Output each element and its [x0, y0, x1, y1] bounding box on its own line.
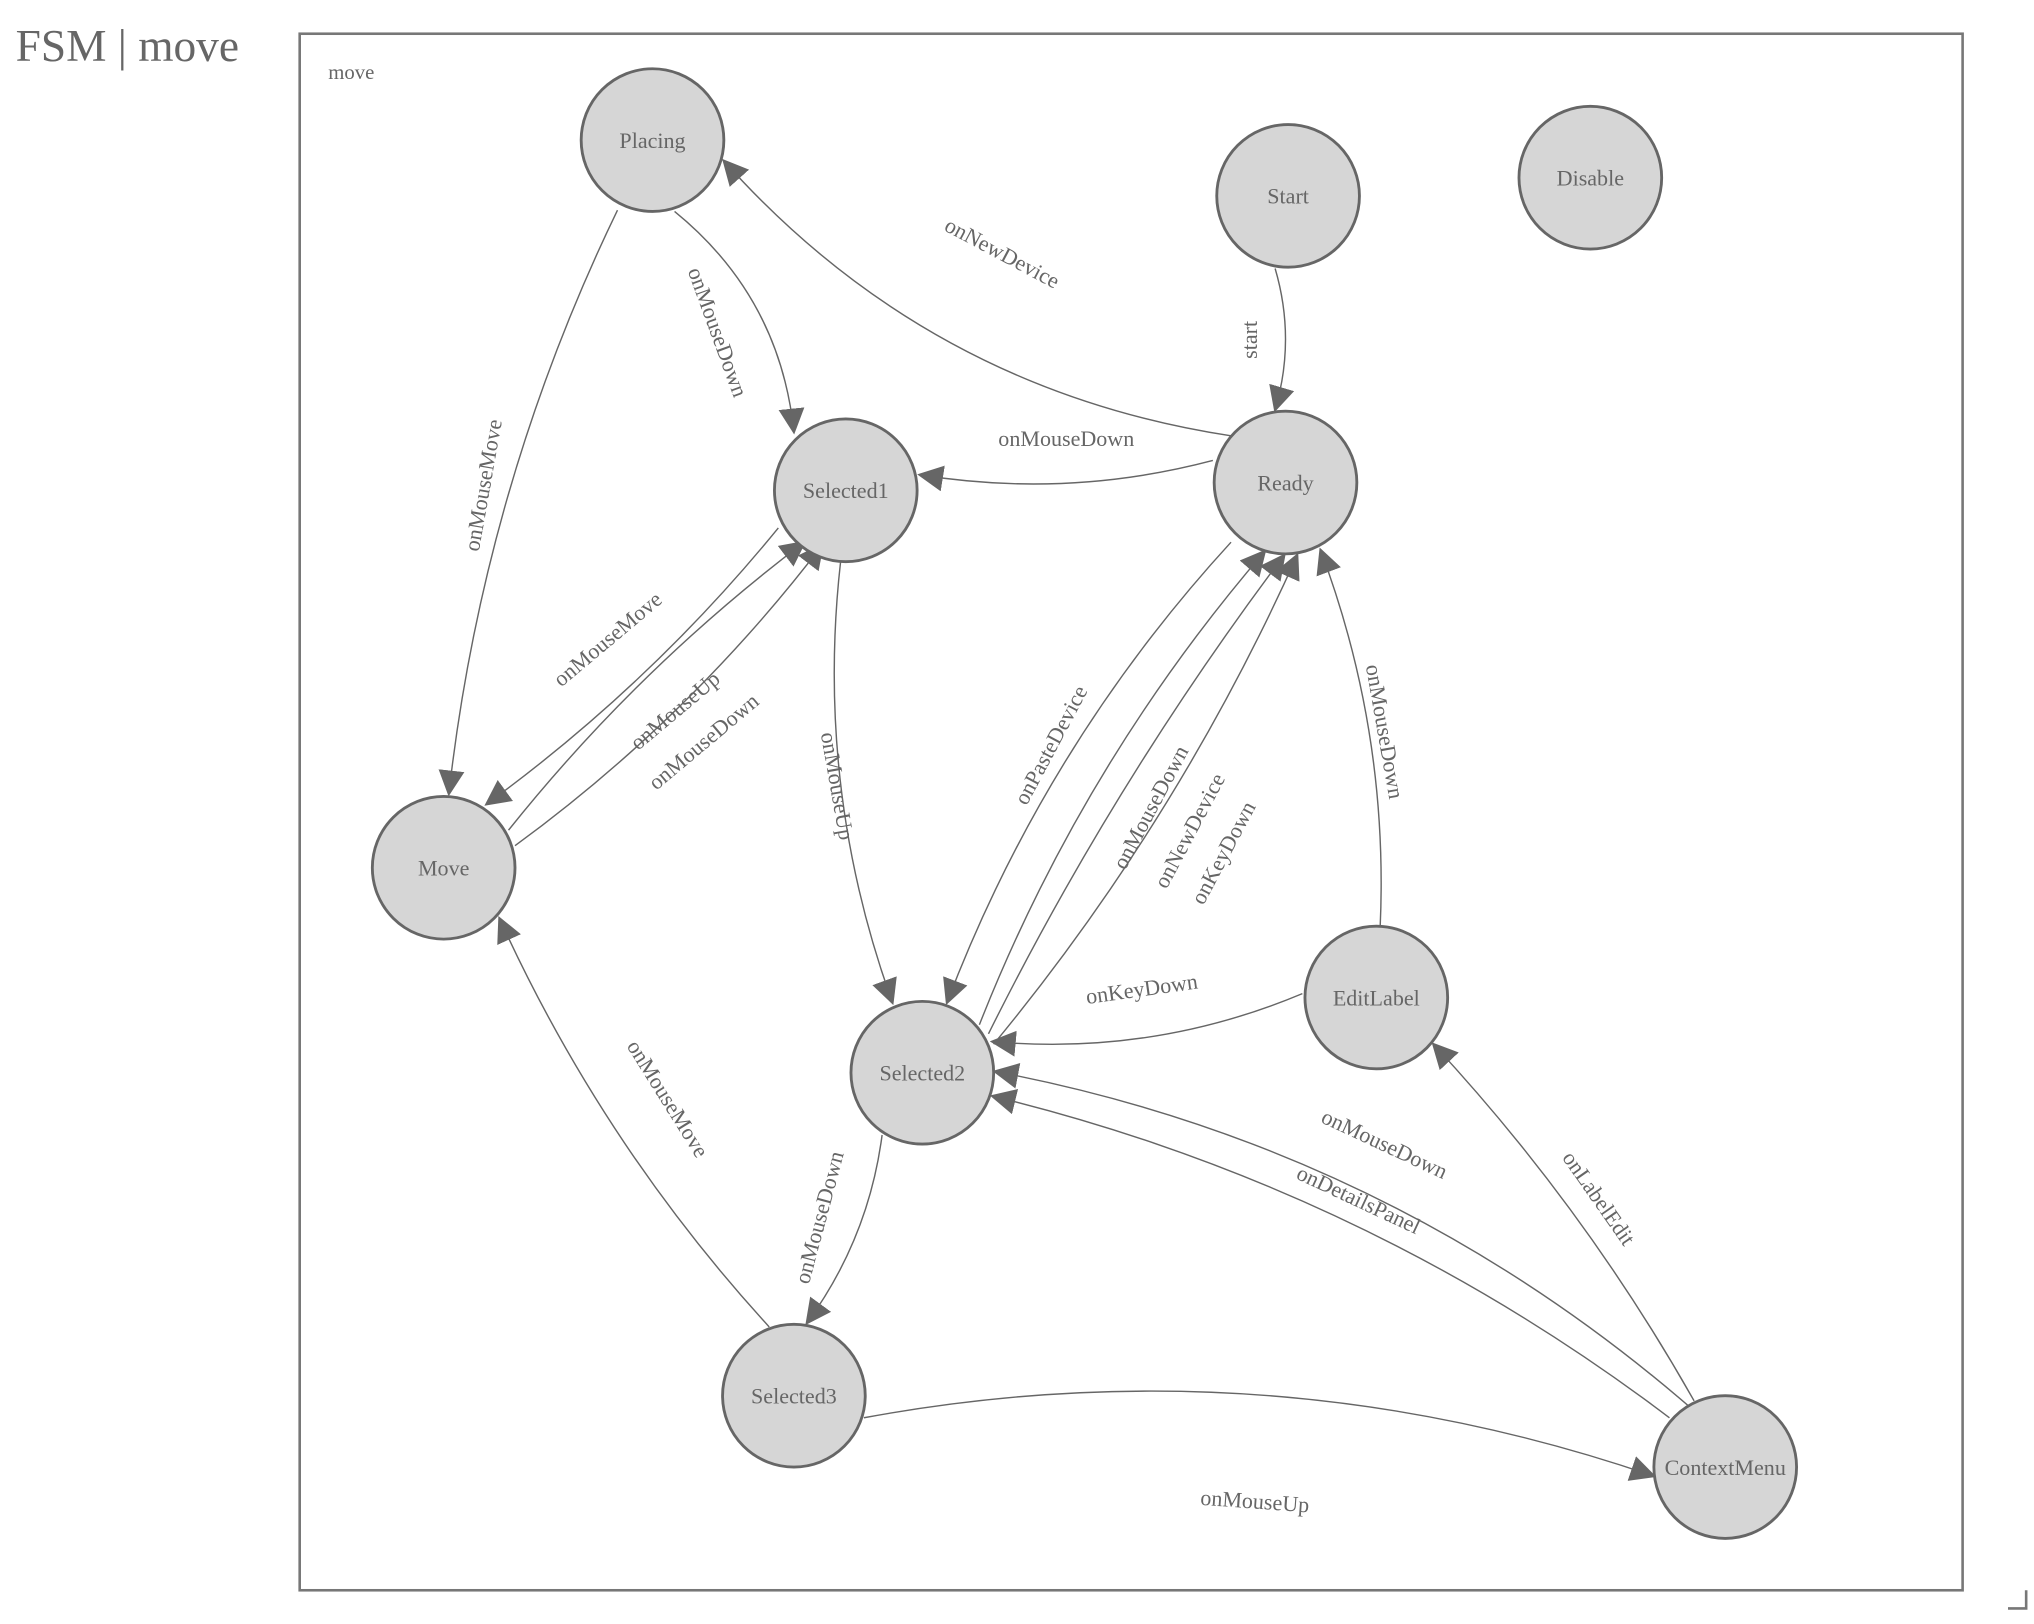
edge-selected1-move: onMouseMove — [484, 527, 779, 806]
edge-label: onKeyDown — [1084, 969, 1199, 1009]
state-selected1[interactable]: Selected1 — [773, 417, 919, 564]
state-circle — [1517, 104, 1664, 251]
edge-line — [989, 1088, 1670, 1419]
state-selected2[interactable]: Selected2 — [849, 999, 996, 1146]
state-label: ContextMenu — [1665, 1455, 1786, 1480]
edge-label: onMouseDown — [789, 1148, 848, 1286]
edge-contextmenu-selected2: onMouseDown — [992, 1063, 1691, 1408]
group-label: move — [328, 62, 374, 84]
edge-label: onMouseMove — [622, 1035, 714, 1162]
edge-label: onMouseUp — [816, 730, 860, 842]
edge-line — [674, 210, 805, 435]
edge-line — [722, 158, 1232, 437]
page-title: FSM | move — [16, 21, 239, 71]
edge-line — [987, 553, 1286, 1035]
edge-ready-placing: onNewDevice — [722, 158, 1232, 437]
edge-ready-selected2: onPasteDevice — [943, 541, 1232, 1006]
edge-line — [943, 541, 1232, 1006]
state-circle — [773, 417, 919, 564]
state-label: Ready — [1257, 470, 1313, 495]
edge-label: onMouseDown — [1318, 1104, 1452, 1184]
edge-line — [438, 209, 619, 797]
edge-line — [1316, 547, 1382, 927]
edge-contextmenu-editlabel: onLabelEdit — [1431, 1042, 1695, 1402]
state-label: Placing — [619, 128, 685, 153]
edge-line — [989, 992, 1303, 1057]
state-circle — [849, 999, 996, 1146]
edge-placing-selected1: onMouseDown — [674, 210, 805, 435]
state-label: Selected2 — [879, 1061, 965, 1086]
edge-line — [805, 1134, 883, 1326]
edge-line — [507, 540, 807, 831]
state-circle — [721, 1322, 867, 1469]
state-placing[interactable]: Placing — [579, 67, 726, 213]
edge-editlabel-ready: onMouseDown — [1316, 547, 1409, 927]
edge-selected3-move: onMouseMove — [497, 916, 770, 1328]
edge-line — [917, 459, 1214, 492]
edge-label: onMouseUp — [1200, 1485, 1310, 1518]
edge-line — [484, 527, 779, 806]
edge-line — [1431, 1042, 1695, 1402]
state-circle — [1215, 123, 1361, 269]
edge-label: onMouseDown — [998, 426, 1134, 451]
state-editlabel[interactable]: EditLabel — [1303, 924, 1450, 1071]
edge-contextmenu-selected2: onDetailsPanel — [989, 1088, 1670, 1419]
edge-label: onPasteDevice — [1009, 681, 1093, 809]
state-circle — [1303, 924, 1450, 1071]
state-selected3[interactable]: Selected3 — [721, 1322, 867, 1469]
edge-placing-move: onMouseMove — [438, 209, 619, 797]
state-label: EditLabel — [1333, 985, 1420, 1010]
edge-start-ready: start — [1237, 268, 1295, 413]
edge-ready-selected1: onMouseDown — [917, 426, 1214, 492]
state-move[interactable]: Move — [370, 795, 517, 941]
state-label: Start — [1267, 184, 1309, 209]
state-contextmenu[interactable]: ContextMenu — [1652, 1394, 1798, 1540]
edge-editlabel-selected2: onKeyDown — [989, 969, 1303, 1057]
group-frame — [298, 32, 1964, 1592]
state-label: Selected3 — [751, 1383, 837, 1408]
state-start[interactable]: Start — [1215, 123, 1361, 269]
edge-line — [992, 1063, 1691, 1408]
edge-move-selected1: onMouseDown — [514, 542, 825, 847]
resize-handle[interactable] — [2008, 1590, 2028, 1610]
edge-selected3-contextmenu: onMouseUp — [863, 1390, 1657, 1518]
state-label: Disable — [1557, 165, 1625, 190]
edge-line — [863, 1390, 1657, 1481]
state-label: Move — [418, 856, 470, 881]
edge-label: onMouseMove — [459, 417, 507, 553]
edge-selected1-selected2: onMouseUp — [816, 561, 897, 1006]
state-label: Selected1 — [803, 478, 889, 503]
state-circle — [370, 795, 517, 941]
edge-label: onLabelEdit — [1558, 1146, 1641, 1250]
state-circle — [579, 67, 726, 213]
edge-line — [497, 916, 770, 1328]
state-disable[interactable]: Disable — [1517, 104, 1664, 251]
edge-line — [978, 549, 1267, 1025]
edge-label: start — [1237, 321, 1262, 359]
state-circle — [1652, 1394, 1798, 1540]
edge-line — [514, 542, 825, 847]
edge-line — [833, 561, 897, 1006]
edge-line — [993, 552, 1300, 1045]
state-circle — [1212, 409, 1359, 556]
state-ready[interactable]: Ready — [1212, 409, 1359, 556]
edge-line — [1269, 268, 1295, 413]
edge-label: onMouseDown — [1361, 662, 1409, 800]
edge-label: onNewDevice — [941, 212, 1064, 293]
edge-selected2-selected3: onMouseDown — [789, 1134, 883, 1326]
